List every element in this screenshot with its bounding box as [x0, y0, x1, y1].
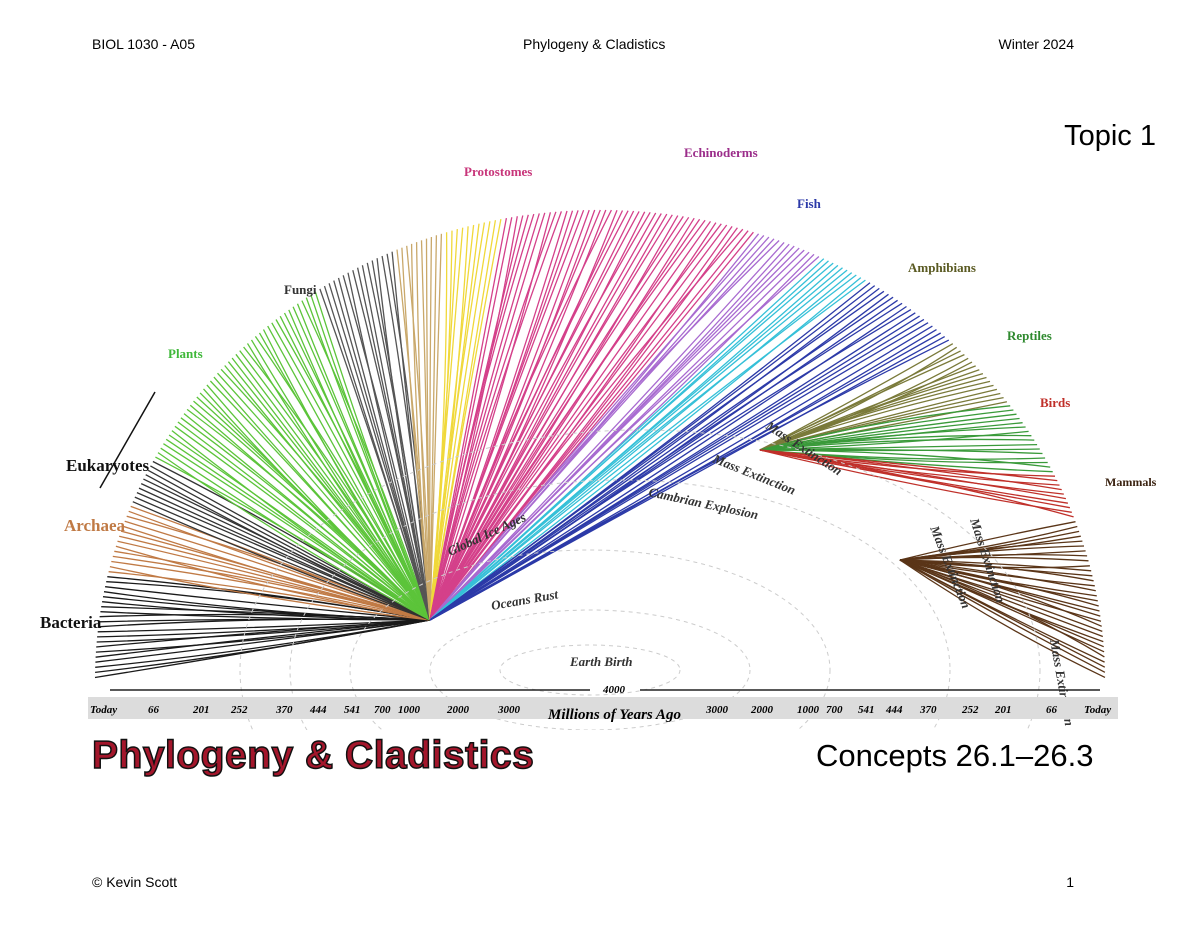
- concepts-label: Concepts 26.1–26.3: [816, 738, 1094, 774]
- timeline-tick-right: 201: [994, 704, 1012, 716]
- timeline-tick-left: 252: [230, 704, 248, 716]
- branch: [95, 620, 430, 672]
- event-oceans-rust: Oceans Rust: [490, 586, 559, 613]
- label-protostomes: Protostomes: [464, 164, 532, 179]
- branch: [430, 333, 941, 620]
- main-title: Phylogeny & Cladistics: [92, 734, 534, 778]
- timeline-tick-left: 201: [192, 704, 210, 716]
- timeline-tick-right: 444: [885, 704, 903, 716]
- label-reptiles: Reptiles: [1007, 328, 1052, 343]
- timeline-tick-right: 1000: [797, 704, 820, 716]
- timeline-tick-left: 66: [148, 704, 160, 716]
- timeline-tick-right: 252: [961, 704, 979, 716]
- label-mammals: Mammals: [1105, 475, 1157, 489]
- timeline-tick-right: 3000: [705, 704, 729, 716]
- label-fungi: Fungi: [284, 282, 317, 297]
- timeline-tick-left: 370: [275, 704, 293, 716]
- timeline-tick-right: 700: [826, 704, 843, 716]
- timeline-tick-left: 700: [374, 704, 391, 716]
- label-eukaryotes: Eukaryotes: [66, 456, 150, 475]
- timeline-tick-right: 2000: [750, 704, 774, 716]
- label-plants: Plants: [168, 346, 203, 361]
- label-echinoderms: Echinoderms: [684, 145, 758, 160]
- footer-page-number: 1: [1066, 874, 1074, 890]
- timeline-tick-left: 444: [309, 704, 327, 716]
- label-birds: Birds: [1040, 395, 1070, 410]
- timeline-tick-right: 370: [919, 704, 937, 716]
- timeline-tick-left: 1000: [398, 704, 421, 716]
- timeline-tick-right: Today: [1084, 704, 1111, 716]
- event-earth-birth: Earth Birth: [569, 654, 633, 669]
- timeline-tick-left: Today: [90, 704, 117, 716]
- timeline-tick-right: 541: [858, 704, 875, 716]
- timeline-axis-label: Millions of Years Ago: [547, 707, 681, 723]
- timeline-tick-left: 3000: [497, 704, 521, 716]
- label-amphibians: Amphibians: [908, 260, 976, 275]
- event-mass-extinction: Mass Extinction: [710, 450, 798, 497]
- event-cambrian-explosion: Cambrian Explosion: [647, 484, 759, 522]
- label-archaea: Archaea: [64, 516, 126, 535]
- timeline-tick-right: 66: [1046, 704, 1058, 716]
- tree-of-life-figure: Bacteria Archaea Eukaryotes Plants Fungi…: [0, 0, 1200, 730]
- phylogeny-fan: [95, 210, 1105, 678]
- timeline-center-value: 4000: [602, 684, 626, 696]
- label-bacteria: Bacteria: [40, 613, 102, 632]
- timeline-tick-left: 2000: [446, 704, 470, 716]
- timeline-tick-left: 541: [344, 704, 361, 716]
- footer-copyright: © Kevin Scott: [92, 874, 177, 890]
- label-fish: Fish: [797, 196, 822, 211]
